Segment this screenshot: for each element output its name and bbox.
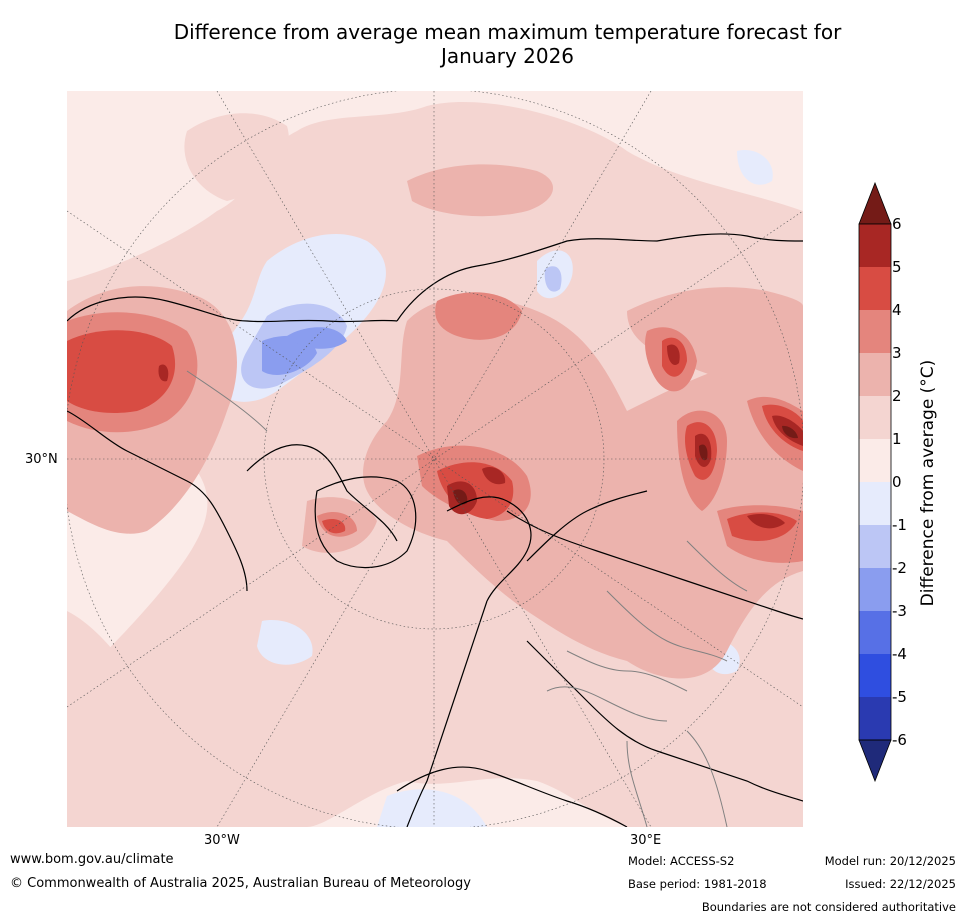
colorbar-tick-neg4: -4: [892, 645, 907, 663]
colorbar-0-1: [859, 439, 891, 482]
footer-copyright: © Commonwealth of Australia 2025, Austra…: [10, 876, 471, 891]
anomaly-neg3-neg2-regions: [262, 327, 347, 375]
colorbar-tick-neg5: -5: [892, 688, 907, 706]
footer-disclaimer: Boundaries are not considered authoritat…: [701, 900, 956, 914]
footer-base-period: Base period: 1981-2018: [628, 877, 767, 891]
colorbar-neg4-neg3: [859, 611, 891, 654]
colorbar-1-2: [859, 396, 891, 439]
colorbar-neg3-neg2: [859, 568, 891, 611]
colorbar-2-3: [859, 353, 891, 396]
footer-model: Model: ACCESS-S2: [628, 854, 735, 868]
colorbar-5-6: [859, 224, 891, 267]
colorbar-tick-4: 4: [892, 301, 902, 319]
country-borders: [186, 370, 748, 827]
colorbar-neg5-neg4: [859, 654, 891, 697]
lat-label-30n: 30°N: [25, 452, 58, 467]
chart-title-line2: January 2026: [440, 44, 575, 68]
coastlines: [67, 233, 803, 827]
colorbar: [858, 182, 892, 782]
colorbar-neg2-neg1: [859, 525, 891, 568]
colorbar-tick-1: 1: [892, 430, 902, 448]
colorbar-tick-neg1: -1: [892, 516, 907, 534]
colorbar-tick-3: 3: [892, 344, 902, 362]
forecast-map: [67, 91, 803, 827]
chart-title-line1: Difference from average mean maximum tem…: [173, 20, 842, 44]
footer-issued: Issued: 22/12/2025: [845, 877, 956, 891]
colorbar-tick-6: 6: [892, 215, 902, 233]
lon-label-30w: 30°W: [204, 833, 240, 848]
colorbar-tick-0: 0: [892, 473, 902, 491]
colorbar-title: Difference from average (°C): [918, 359, 938, 607]
colorbar-neg6-neg5: [859, 697, 891, 740]
colorbar-4-5: [859, 267, 891, 310]
chart-title: Difference from average mean maximum tem…: [80, 20, 935, 68]
colorbar-neg1-0: [859, 482, 891, 525]
colorbar-tick-2: 2: [892, 387, 902, 405]
anomaly-above-6-regions: [453, 425, 798, 505]
graticule: [67, 91, 803, 827]
colorbar-tick-5: 5: [892, 258, 902, 276]
colorbar-tick-neg2: -2: [892, 559, 907, 577]
colorbar-bottom-arrow: [858, 739, 892, 782]
footer-website: www.bom.gov.au/climate: [10, 852, 174, 867]
footer-model-run: Model run: 20/12/2025: [824, 854, 956, 868]
colorbar-tick-neg6: -6: [892, 731, 907, 749]
colorbar-tick-neg3: -3: [892, 602, 907, 620]
colorbar-3-4: [859, 310, 891, 353]
colorbar-top-arrow: [858, 182, 892, 225]
lon-label-30e: 30°E: [630, 833, 662, 848]
